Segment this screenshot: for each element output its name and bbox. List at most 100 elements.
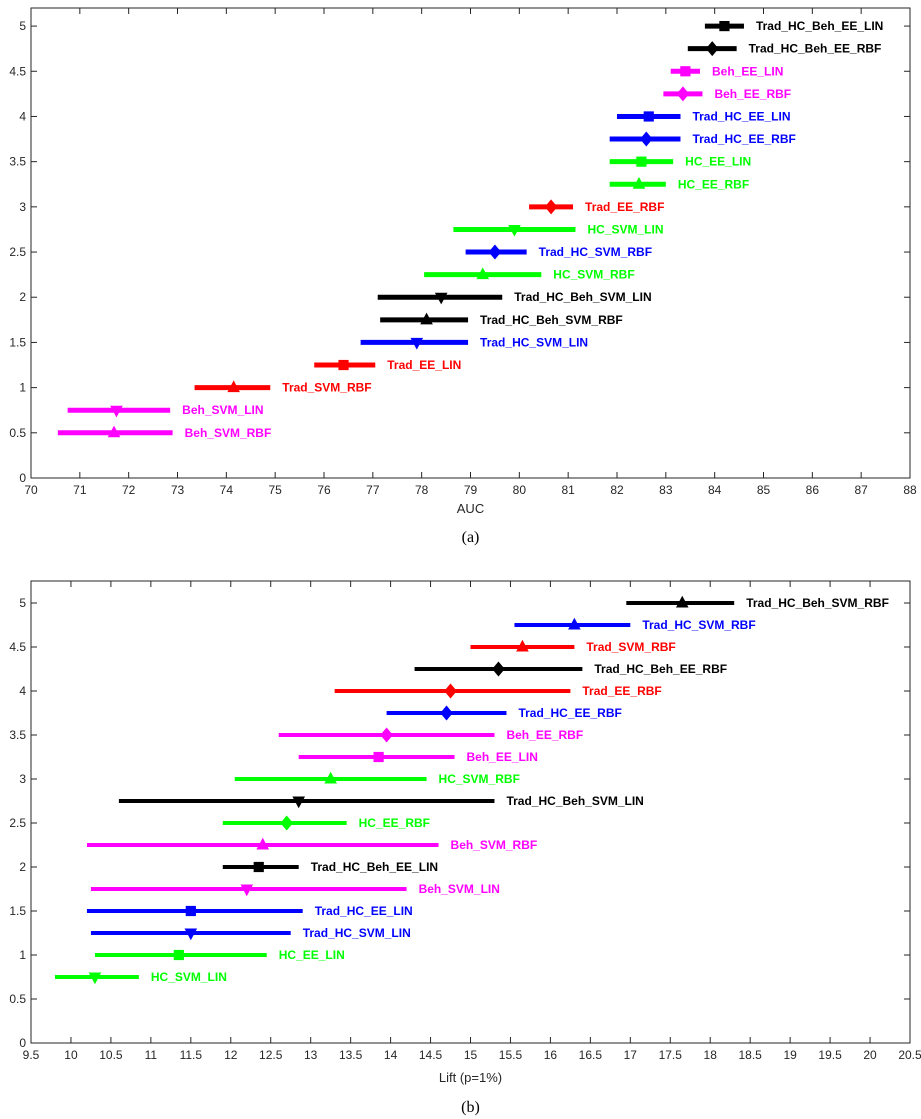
series-hc-ee-lin: HC_EE_LIN xyxy=(609,155,751,169)
point-marker xyxy=(516,639,529,652)
series-trad-hc-svm-lin: Trad_HC_SVM_LIN xyxy=(360,335,588,350)
series-hc-ee-rbf: HC_EE_RBF xyxy=(609,177,749,191)
series-hc-svm-lin: HC_SVM_LIN xyxy=(453,222,664,237)
series-beh-svm-lin: Beh_SVM_LIN xyxy=(67,403,264,418)
series-label: Trad_EE_LIN xyxy=(387,358,461,372)
x-tick-label: 81 xyxy=(561,483,575,497)
series-label: Trad_EE_RBF xyxy=(585,200,664,214)
point-marker xyxy=(88,972,102,985)
y-tick-label: 2 xyxy=(19,290,26,304)
series-label: Beh_SVM_RBF xyxy=(451,838,538,852)
x-tick-label: 13.5 xyxy=(339,1048,363,1062)
x-tick-label: 12.5 xyxy=(259,1048,283,1062)
point-marker xyxy=(676,86,690,102)
x-tick-label: 80 xyxy=(513,483,527,497)
series-label: Beh_EE_LIN xyxy=(467,750,538,764)
point-marker xyxy=(488,244,502,260)
series-beh-ee-rbf: Beh_EE_RBF xyxy=(663,86,791,102)
x-tick-label: 16.5 xyxy=(579,1048,603,1062)
series-trad-svm-rbf: Trad_SVM_RBF xyxy=(470,639,676,654)
y-tick-label: 2 xyxy=(19,860,26,874)
series-label: Trad_SVM_RBF xyxy=(282,381,371,395)
series-label: HC_EE_RBF xyxy=(678,177,749,191)
x-tick-label: 10.5 xyxy=(99,1048,123,1062)
series-hc-ee-rbf: HC_EE_RBF xyxy=(222,815,430,831)
x-tick-label: 11 xyxy=(145,1048,158,1062)
series-label: HC_EE_RBF xyxy=(359,816,430,830)
point-marker xyxy=(476,267,490,280)
series-trad-hc-svm-rbf: Trad_HC_SVM_RBF xyxy=(514,617,756,632)
series-label: Trad_HC_Beh_SVM_RBF xyxy=(746,596,889,610)
series-beh-svm-lin: Beh_SVM_LIN xyxy=(90,882,500,897)
y-tick-label: 4 xyxy=(19,109,26,123)
point-marker xyxy=(420,312,433,325)
y-tick-label: 3 xyxy=(19,772,26,786)
series-label: Trad_HC_EE_LIN xyxy=(692,109,790,123)
series-trad-ee-rbf: Trad_EE_RBF xyxy=(529,199,664,215)
x-tick-label: 72 xyxy=(122,483,136,497)
series-label: HC_EE_LIN xyxy=(279,948,345,962)
point-marker xyxy=(380,727,393,743)
series-label: Trad_HC_Beh_EE_RBF xyxy=(749,42,882,56)
point-marker xyxy=(508,224,521,237)
chart-panel-a: 70 71 72 73 74 75 76 77 78 79 80 81 82 83 84 85 86 87 88 0 0… xyxy=(9,7,917,546)
series-label: Trad_HC_SVM_RBF xyxy=(642,618,755,632)
x-tick-label: 10 xyxy=(64,1048,78,1062)
x-tick-label: 19 xyxy=(783,1048,797,1062)
x-tick-label: 11.5 xyxy=(180,1048,203,1062)
point-marker xyxy=(256,837,270,850)
x-tick-label: 18.5 xyxy=(739,1048,763,1062)
series-hc-svm-rbf: HC_SVM_RBF xyxy=(234,771,520,786)
series-label: Trad_HC_Beh_SVM_LIN xyxy=(514,290,651,304)
x-tick-label: 14.5 xyxy=(419,1048,443,1062)
point-marker xyxy=(568,617,581,630)
series-trad-hc-beh-ee-rbf: Trad_HC_Beh_EE_RBF xyxy=(687,41,882,57)
point-marker xyxy=(440,705,453,721)
y-tick-label: 5 xyxy=(19,596,26,610)
series-trad-hc-ee-rbf: Trad_HC_EE_RBF xyxy=(386,705,622,721)
point-marker xyxy=(373,751,384,763)
x-tick-label: 9.5 xyxy=(23,1048,40,1062)
x-tick-label: 70 xyxy=(24,483,38,497)
point-marker xyxy=(173,949,184,961)
series-label: HC_EE_LIN xyxy=(685,155,751,169)
y-tick-label: 2.5 xyxy=(9,245,26,259)
x-tick-label: 17 xyxy=(624,1048,638,1062)
x-tick-label: 17.5 xyxy=(659,1048,683,1062)
point-marker xyxy=(110,405,123,418)
y-tick-label: 0.5 xyxy=(9,426,26,440)
series-trad-ee-lin: Trad_EE_LIN xyxy=(314,358,461,372)
x-axis-label: AUC xyxy=(457,501,484,516)
series-label: Trad_HC_Beh_SVM_RBF xyxy=(480,313,623,327)
point-marker xyxy=(185,905,196,917)
point-marker xyxy=(636,156,647,167)
point-marker xyxy=(434,292,448,305)
chart-panel-b: 9.5 10 10.5 11 11.5 12 12.5 13 13.5 14 14.5 15 15.5 1… xyxy=(9,580,921,1116)
series-beh-ee-lin: Beh_EE_LIN xyxy=(298,750,538,764)
series-label: HC_SVM_LIN xyxy=(587,222,663,236)
y-tick-label: 0 xyxy=(19,1036,26,1050)
y-tick-label: 4 xyxy=(19,684,26,698)
x-tick-label: 76 xyxy=(317,483,331,497)
y-tick-label: 1 xyxy=(19,381,26,395)
y-tick-label: 0 xyxy=(19,471,26,485)
x-tick-label: 88 xyxy=(903,483,917,497)
point-marker xyxy=(338,359,349,371)
point-marker xyxy=(705,41,719,57)
point-marker xyxy=(280,815,294,831)
series-label: Trad_HC_Beh_EE_LIN xyxy=(756,19,883,33)
series-label: Beh_SVM_LIN xyxy=(419,882,500,896)
y-tick-label: 1.5 xyxy=(9,904,26,918)
point-marker xyxy=(253,861,264,873)
series-trad-hc-beh-svm-lin: Trad_HC_Beh_SVM_LIN xyxy=(118,794,644,809)
series-label: HC_SVM_RBF xyxy=(553,268,634,282)
series-label: Trad_HC_SVM_LIN xyxy=(480,335,588,349)
x-tick-label: 19.5 xyxy=(818,1048,842,1062)
series-label: Trad_HC_Beh_SVM_LIN xyxy=(506,794,643,808)
x-tick-label: 85 xyxy=(757,483,771,497)
x-tick-label: 18 xyxy=(704,1048,718,1062)
point-marker xyxy=(227,380,240,393)
series-beh-ee-rbf: Beh_EE_RBF xyxy=(278,727,583,743)
x-tick-label: 79 xyxy=(464,483,478,497)
x-tick-label: 15.5 xyxy=(499,1048,523,1062)
